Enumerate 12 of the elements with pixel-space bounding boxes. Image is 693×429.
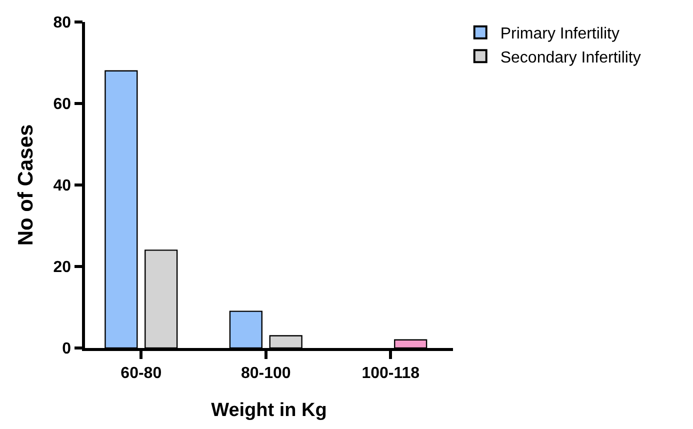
x-tick-label: 60-80 [120,364,162,382]
legend-label: Primary Infertility [500,26,620,43]
y-tick-label: 40 [53,178,72,195]
x-axis-title: Weight in Kg [211,400,327,421]
y-tick-label: 20 [53,259,72,276]
y-tick-label: 80 [53,14,72,32]
x-tick-label: 80-100 [240,364,291,382]
legend-label: Secondary Infertility [500,49,641,66]
x-tick-label: 100-118 [362,364,420,382]
y-tick-label: 0 [62,340,72,358]
y-axis-title: No of Cases [14,124,38,246]
y-tick-label: 60 [53,96,72,114]
